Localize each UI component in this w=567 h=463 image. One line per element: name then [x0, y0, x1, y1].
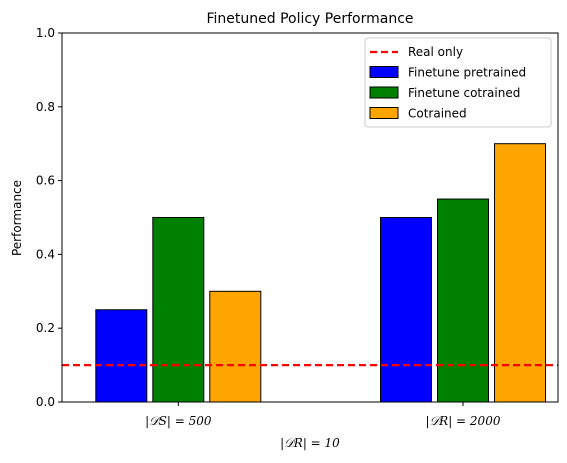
legend-swatch	[369, 86, 399, 99]
legend-swatch	[369, 107, 399, 119]
bar-cotrained-0	[209, 290, 262, 403]
bar-cotrained-1	[494, 143, 547, 403]
legend-label: Finetune pretrained	[408, 66, 526, 80]
plot-frame	[61, 32, 559, 403]
chart-title: Finetuned Policy Performance	[206, 11, 413, 27]
y-tick-label: 0.2	[36, 321, 55, 335]
bar-finetune-pretrained-1	[380, 217, 433, 403]
y-tick-label: 1.0	[36, 26, 55, 40]
y-tick-label: 0.4	[36, 247, 55, 261]
legend-label: Cotrained	[408, 107, 467, 121]
x-axis: |𝒟S| = 500 |𝒟R| = 2000	[145, 402, 501, 428]
legend: Real only Finetune pretrained Finetune cot…	[364, 37, 552, 128]
x-tick-label: |𝒟S| = 500	[145, 414, 212, 428]
legend-box	[364, 37, 552, 128]
y-axis: 0.0 0.2 0.4 0.6 0.8 1.0	[36, 26, 62, 409]
legend-label: Finetune cotrained	[408, 86, 520, 100]
legend-swatch	[369, 66, 399, 78]
y-tick-label: 0.0	[36, 395, 55, 409]
y-axis-label: Performance	[10, 180, 24, 256]
legend-label: Real only	[408, 45, 463, 59]
y-tick-label: 0.8	[36, 100, 55, 114]
plot-area	[62, 143, 558, 403]
x-tick-label: |𝒟R| = 2000	[426, 414, 501, 428]
y-tick-label: 0.6	[36, 174, 55, 188]
bar-finetune-pretrained-0	[95, 309, 148, 403]
bar-finetune-cotrained-1	[437, 198, 490, 403]
x-axis-label: |𝒟R| = 10	[280, 436, 340, 450]
bar-finetune-cotrained-0	[152, 217, 205, 403]
